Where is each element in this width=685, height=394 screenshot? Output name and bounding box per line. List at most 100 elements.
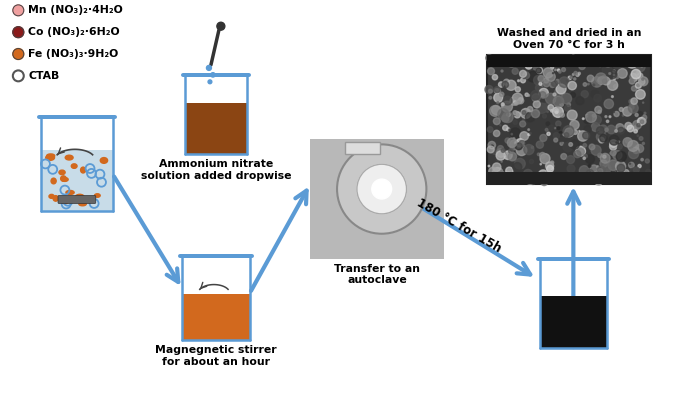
Circle shape	[540, 154, 550, 164]
Circle shape	[553, 132, 560, 139]
Circle shape	[560, 113, 564, 117]
Circle shape	[604, 99, 614, 109]
Circle shape	[512, 68, 519, 74]
Circle shape	[609, 72, 610, 74]
Circle shape	[556, 111, 558, 113]
Circle shape	[570, 55, 577, 63]
Circle shape	[528, 173, 533, 178]
Circle shape	[547, 165, 553, 172]
Circle shape	[515, 87, 521, 92]
Circle shape	[503, 79, 510, 85]
Circle shape	[570, 76, 573, 79]
Circle shape	[532, 110, 540, 118]
Circle shape	[548, 58, 550, 60]
Ellipse shape	[59, 170, 65, 175]
Circle shape	[610, 143, 617, 150]
Circle shape	[614, 58, 619, 62]
Circle shape	[514, 142, 516, 144]
Circle shape	[546, 122, 550, 126]
Ellipse shape	[61, 176, 66, 181]
Circle shape	[545, 166, 550, 171]
Circle shape	[641, 115, 647, 120]
Circle shape	[515, 143, 522, 150]
Circle shape	[580, 165, 589, 176]
Circle shape	[634, 78, 637, 81]
Bar	[345, 142, 379, 154]
Circle shape	[499, 82, 504, 87]
Circle shape	[493, 163, 501, 171]
Circle shape	[490, 106, 501, 116]
Circle shape	[505, 138, 510, 143]
Circle shape	[494, 93, 503, 102]
Bar	[487, 55, 651, 184]
Bar	[41, 150, 112, 212]
Circle shape	[616, 151, 626, 162]
Circle shape	[508, 138, 516, 147]
Circle shape	[603, 169, 609, 175]
Circle shape	[546, 72, 556, 81]
Circle shape	[574, 151, 581, 158]
Circle shape	[559, 77, 569, 87]
Text: Fe (NO₃)₃·9H₂O: Fe (NO₃)₃·9H₂O	[28, 49, 119, 59]
Circle shape	[627, 57, 637, 68]
Circle shape	[629, 149, 638, 159]
Circle shape	[547, 60, 556, 69]
Circle shape	[576, 97, 584, 105]
Text: Mn (NO₃)₂·4H₂O: Mn (NO₃)₂·4H₂O	[28, 6, 123, 15]
Circle shape	[643, 102, 644, 103]
Circle shape	[510, 140, 519, 150]
Circle shape	[519, 71, 527, 77]
Circle shape	[524, 145, 534, 154]
Circle shape	[610, 162, 620, 171]
Circle shape	[513, 111, 517, 115]
Circle shape	[206, 65, 212, 71]
Circle shape	[492, 106, 501, 115]
Circle shape	[577, 131, 588, 141]
Circle shape	[640, 64, 643, 67]
Circle shape	[583, 157, 586, 160]
Circle shape	[586, 115, 588, 117]
Circle shape	[536, 67, 543, 74]
Circle shape	[528, 134, 530, 136]
Circle shape	[513, 176, 517, 180]
Ellipse shape	[47, 154, 55, 158]
Circle shape	[501, 103, 504, 106]
Circle shape	[595, 73, 606, 84]
Circle shape	[523, 76, 526, 78]
Circle shape	[589, 144, 595, 150]
Circle shape	[586, 155, 595, 164]
Circle shape	[487, 146, 494, 153]
Circle shape	[493, 130, 500, 137]
Ellipse shape	[49, 194, 54, 198]
Circle shape	[609, 135, 619, 145]
Circle shape	[613, 74, 614, 76]
Bar	[185, 103, 247, 154]
Circle shape	[640, 120, 644, 124]
Circle shape	[488, 68, 495, 75]
Ellipse shape	[71, 164, 77, 168]
Circle shape	[499, 92, 504, 97]
Circle shape	[639, 77, 648, 86]
Circle shape	[517, 101, 520, 104]
Circle shape	[641, 158, 643, 161]
Text: 180 °C for 15h: 180 °C for 15h	[414, 196, 503, 255]
Circle shape	[514, 95, 518, 99]
Circle shape	[530, 179, 536, 184]
Circle shape	[627, 141, 638, 151]
Circle shape	[632, 69, 640, 79]
Circle shape	[597, 59, 604, 67]
Circle shape	[505, 154, 506, 155]
Circle shape	[547, 169, 551, 173]
Circle shape	[499, 56, 505, 62]
Circle shape	[588, 165, 591, 167]
Circle shape	[638, 117, 645, 125]
Circle shape	[512, 156, 516, 160]
Circle shape	[571, 173, 575, 178]
Circle shape	[557, 81, 560, 85]
Circle shape	[579, 63, 585, 69]
Circle shape	[516, 139, 524, 147]
Circle shape	[208, 80, 212, 84]
Circle shape	[497, 145, 503, 152]
Circle shape	[612, 58, 623, 69]
Circle shape	[554, 109, 558, 113]
